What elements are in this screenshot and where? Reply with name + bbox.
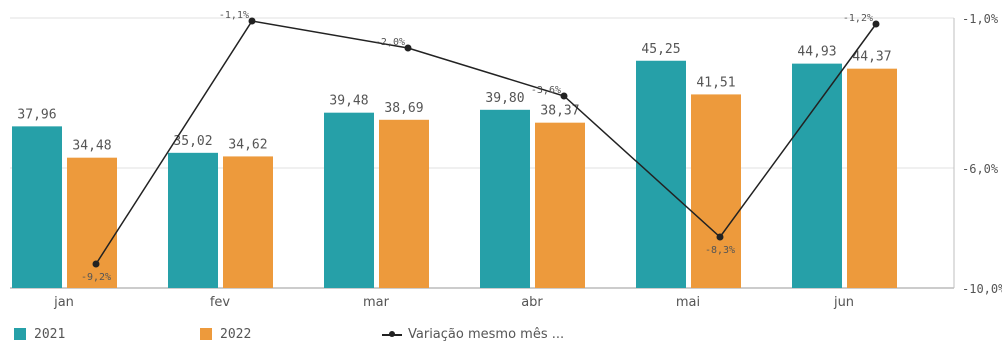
line-label-mar: -2,0% [375,37,405,48]
legend-item-2022[interactable]: 2022 [200,324,251,344]
x-tick-label-mai: mai [676,295,700,310]
legend-swatch-2021 [14,328,26,340]
right-axis-tick-label-2: -10,0% [962,282,1002,296]
bar-2021-jan [12,126,62,288]
line-point-mai [716,233,724,241]
bar-2022-mai [691,94,741,288]
bar-label-2022-jun: 44,37 [852,50,891,65]
legend-swatch-2022 [200,328,212,340]
bar-label-2022-jan: 34,48 [72,139,111,154]
bar-2021-fev [168,152,218,288]
bar-2022-abr [535,122,585,288]
legend-label-2021: 2021 [34,326,66,342]
x-tick-label-jan: jan [53,295,74,310]
x-tick-label-jun: jun [833,295,854,310]
bar-label-2021-abr: 39,80 [485,91,524,106]
bar-label-2022-mar: 38,69 [384,101,423,116]
line-point-fev [248,17,256,25]
bar-label-2022-mai: 41,51 [696,75,735,90]
line-point-abr [560,92,568,100]
legend-label-variation: Variação mesmo mês ... [408,326,565,342]
line-label-jun: -1,2% [843,13,873,24]
bar-label-2021-fev: 35,02 [173,134,212,149]
line-label-fev: -1,1% [219,10,249,21]
right-axis-tick-label-1: -6,0% [962,162,999,176]
bar-label-2021-mar: 39,48 [329,94,368,109]
line-label-mai: -8,3% [705,245,735,256]
bar-2022-jun [847,68,897,288]
x-tick-label-fev: fev [210,295,231,310]
bar-2022-mar [379,119,429,288]
bar-label-2021-jun: 44,93 [797,45,836,60]
line-point-mar [404,44,412,52]
bar-2021-mai [636,60,686,288]
legend-label-2022: 2022 [220,326,252,342]
bar-label-2021-mai: 45,25 [641,42,680,57]
line-point-jan [92,260,100,268]
legend-line-marker-icon [382,328,402,340]
bar-2021-jun [792,63,842,288]
bar-label-2022-abr: 38,37 [540,104,579,119]
line-label-jan: -9,2% [81,272,111,283]
line-series-variation [95,20,877,265]
x-tick-label-mar: mar [363,295,390,310]
line-point-jun [872,20,880,28]
bar-2021-abr [480,109,530,288]
x-tick-label-abr: abr [521,295,543,310]
bar-2022-fev [223,156,273,288]
legend-item-2021[interactable]: 2021 [14,324,65,344]
legend-item-variation[interactable]: Variação mesmo mês ... [382,324,564,344]
combo-chart: -1,0% -6,0% -10,0% jan 37,96 34,48 fev 35,02 34,… [10,10,1002,310]
bar-label-2021-jan: 37,96 [17,107,56,122]
bar-2022-jan [67,157,117,288]
bar-2021-mar [324,112,374,289]
line-label-abr: -3,6% [531,85,561,96]
bar-label-2022-fev: 34,62 [228,137,267,152]
right-axis-tick-label-0: -1,0% [962,12,999,26]
